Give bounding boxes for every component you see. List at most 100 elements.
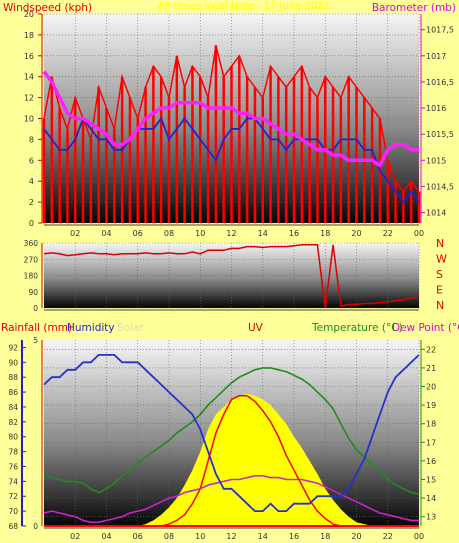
humidity-label: Humidity <box>67 322 115 334</box>
x-tick-label: 08 <box>164 229 174 238</box>
humidity-tick-label: 74 <box>8 477 18 486</box>
wind-direction-line <box>43 244 420 309</box>
rainfall-label: Rainfall (mm) <box>1 322 72 334</box>
direction-panel-grid <box>44 242 420 309</box>
temperature-tick-label: 18 <box>426 420 436 429</box>
wind-y-tick-label: 6 <box>29 156 34 165</box>
compass-label: W <box>436 253 447 266</box>
temperature-panel-ticks: 02 04 06 08 10 12 14 16 18 20 22 00 68 70 72 74 76 78 80 82… <box>8 336 436 541</box>
x-tick-label: 00 <box>414 532 424 541</box>
x-tick-label: 20 <box>351 229 361 238</box>
x-tick-label: 22 <box>383 532 393 541</box>
wind-y-tick-label: 12 <box>24 94 34 103</box>
humidity-tick-label: 68 <box>8 522 18 531</box>
x-tick-label: 16 <box>289 229 299 238</box>
barometer-tick-label: 1015,5 <box>426 130 454 139</box>
solar-area <box>44 393 419 526</box>
wind-y-tick-label: 20 <box>24 10 34 19</box>
wind-y-tick-label: 18 <box>24 31 34 40</box>
x-tick-label: 10 <box>195 532 205 541</box>
x-tick-label: 04 <box>101 229 111 238</box>
barometer-tick-label: 1015 <box>426 156 446 165</box>
barometer-tick-label: 1017 <box>426 52 446 61</box>
humidity-tick-label: 84 <box>8 403 18 412</box>
barometer-tick-label: 1017,5 <box>426 26 454 35</box>
x-tick-label: 18 <box>320 229 330 238</box>
barometer-tick-label: 1016 <box>426 104 446 113</box>
temperature-tick-label: 20 <box>426 383 436 392</box>
temperature-tick-label: 15 <box>426 476 436 485</box>
humidity-tick-label: 82 <box>8 418 18 427</box>
wind-y-tick-label: 16 <box>24 52 34 61</box>
chart-subtitle: All times local time - 17 June 2021 <box>158 1 330 12</box>
wind-y-tick-label: 2 <box>29 198 34 207</box>
direction-y-tick-label: 90 <box>28 288 38 297</box>
barometer-line <box>42 70 419 168</box>
x-tick-label: 14 <box>258 229 268 238</box>
wind-y-tick-label: 4 <box>29 177 34 186</box>
temperature-tick-label: 14 <box>426 494 436 503</box>
barometer-tick-label: 1016,5 <box>426 78 454 87</box>
wind-y-tick-label: 0 <box>29 219 34 228</box>
temperature-tick-label: 21 <box>426 364 436 373</box>
x-tick-label: 04 <box>101 532 111 541</box>
direction-panel-series <box>43 244 420 309</box>
rain-tick-label: 0 <box>33 522 38 531</box>
compass-label: N <box>436 299 444 312</box>
wind-panel: 02 04 06 08 10 12 14 16 18 20 22 000246810121416182… <box>24 10 454 238</box>
temperature-panel: 02 04 06 08 10 12 14 16 18 20 22 00 68 70 72 74 76 78 80 82… <box>8 336 436 541</box>
x-tick-label: 18 <box>320 532 330 541</box>
temperature-label: Temperature (°C) <box>311 322 403 334</box>
compass-label: N <box>436 237 444 250</box>
humidity-tick-label: 88 <box>8 373 18 382</box>
x-tick-label: 20 <box>351 532 361 541</box>
x-tick-label: 14 <box>258 532 268 541</box>
x-tick-label: 06 <box>133 229 143 238</box>
x-tick-label: 12 <box>226 229 236 238</box>
humidity-tick-label: 72 <box>8 492 18 501</box>
humidity-tick-label: 92 <box>8 343 18 352</box>
humidity-line <box>43 354 420 512</box>
humidity-tick-label: 70 <box>8 507 18 516</box>
wind-panel-ticks: 02 04 06 08 10 12 14 16 18 20 22 000246810121416182… <box>24 10 454 238</box>
temperature-panel-series <box>43 354 420 527</box>
solar-label: Solar <box>117 322 144 334</box>
x-tick-label: 16 <box>289 532 299 541</box>
direction-y-tick-label: 180 <box>24 272 39 281</box>
temperature-tick-label: 17 <box>426 438 436 447</box>
wind-y-tick-label: 8 <box>29 135 34 144</box>
compass-label: S <box>436 268 443 281</box>
gust-line <box>43 45 420 193</box>
dewpoint-label: Dew Point (°C) <box>392 322 459 334</box>
x-tick-label: 10 <box>195 229 205 238</box>
x-tick-label: 22 <box>383 229 393 238</box>
humidity-tick-label: 76 <box>8 462 18 471</box>
wind-y-tick-label: 10 <box>24 115 34 124</box>
x-tick-label: 00 <box>414 229 424 238</box>
x-tick-label: 02 <box>70 532 80 541</box>
humidity-tick-label: 86 <box>8 388 18 397</box>
rain-tick-label: 5 <box>33 336 38 345</box>
dewpoint-line <box>43 475 419 524</box>
humidity-tick-label: 80 <box>8 433 18 442</box>
wind-panel-series <box>42 45 421 223</box>
wind-y-tick-label: 14 <box>24 73 34 82</box>
temperature-panel-grid <box>44 340 420 526</box>
barometer-label: Barometer (mb) <box>372 2 456 14</box>
temperature-tick-label: 13 <box>426 513 436 522</box>
x-tick-label: 12 <box>226 532 236 541</box>
temperature-tick-label: 22 <box>426 345 436 354</box>
wind-average-line <box>43 116 420 204</box>
windspeed-label: Windspeed (kph) <box>3 2 92 14</box>
humidity-tick-label: 78 <box>8 448 18 457</box>
temperature-line <box>43 367 420 496</box>
barometer-tick-label: 1014,5 <box>426 182 454 191</box>
direction-y-tick-label: 270 <box>24 255 39 264</box>
x-tick-label: 08 <box>164 532 174 541</box>
barometer-tick-label: 1014 <box>426 209 446 218</box>
x-tick-label: 02 <box>70 229 80 238</box>
direction-y-tick-label: 0 <box>33 304 38 313</box>
compass-label: E <box>436 284 443 297</box>
